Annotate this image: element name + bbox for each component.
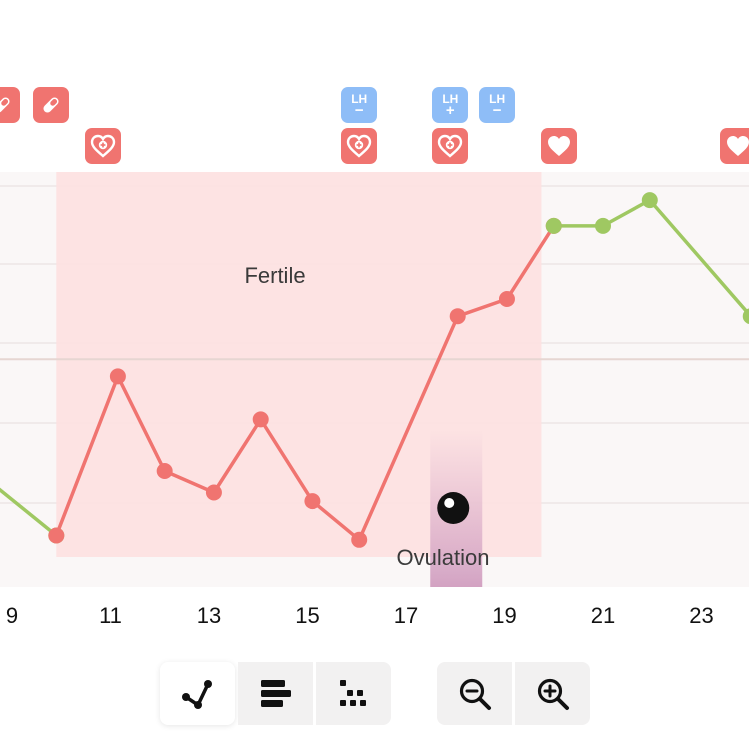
bar-view-button[interactable] [238,662,313,725]
heart-marker[interactable] [720,128,749,164]
x-tick-label: 19 [492,603,516,628]
dots-grid-icon [339,679,366,706]
heart-cross-icon [438,134,463,158]
data-point[interactable] [449,308,466,325]
data-point[interactable] [48,527,65,544]
data-point[interactable] [595,217,611,234]
series-line [553,198,749,317]
x-tick-label: 17 [394,603,418,628]
lh-result-sign: − [354,101,364,119]
data-point[interactable] [641,192,658,209]
data-point[interactable] [351,531,368,548]
data-point[interactable] [304,493,321,510]
zoom-in-icon [537,678,569,710]
data-point[interactable] [545,217,562,234]
pill-marker[interactable] [33,87,70,123]
dot-view-button[interactable] [316,662,391,725]
data-point[interactable] [109,368,126,385]
fertile-label: Fertile [244,263,305,288]
x-tick-label: 13 [197,603,221,628]
data-point[interactable] [252,411,269,428]
lh-result-sign: + [445,101,455,119]
lh-text: LH [351,91,368,106]
ovulation-label: Ovulation [397,545,490,570]
data-point[interactable] [742,308,749,325]
zoom-group [437,662,590,725]
heart-marker[interactable] [540,128,577,164]
series-line [54,224,556,542]
bars-icon [260,679,291,707]
line-view-button[interactable] [160,662,235,725]
zoom-in-button[interactable] [515,662,590,725]
temperature-series [0,192,749,548]
pill-icon [43,97,59,113]
x-tick-label: 11 [99,603,122,628]
x-tick-label: 23 [689,603,713,628]
x-tick-label: 9 [6,603,18,628]
pill-icon [0,97,10,113]
view-toggle-group [160,662,391,725]
zoom-out-icon [459,678,491,710]
pill-marker[interactable] [0,87,21,123]
x-tick-label: 21 [591,603,615,628]
heart-cross-icon [347,134,372,158]
zoom-out-button[interactable] [437,662,512,725]
line-chart-icon [181,679,212,709]
lh-result-sign: − [492,101,502,119]
data-point[interactable] [156,463,173,479]
heart-cross-icon [90,134,116,158]
series-line [0,487,58,537]
heart-icon [547,136,570,156]
x-axis-ticks: 9 11 13 15 17 19 21 23 [6,603,714,628]
heart-outline-marker[interactable] [432,128,469,164]
temperature-chart: Fertile Ovulation 9 11 13 15 17 19 21 23 [0,172,749,628]
x-tick-label: 15 [295,603,319,628]
lh-marker[interactable]: LH − [479,87,516,123]
data-point[interactable] [498,291,515,307]
lh-text: LH [442,91,459,106]
lh-text: LH [489,91,506,106]
lh-marker[interactable]: LH + [432,87,469,123]
heart-outline-marker[interactable] [85,128,122,164]
lh-marker[interactable]: LH − [341,87,378,123]
heart-outline-marker[interactable] [341,128,378,164]
data-point[interactable] [205,484,222,501]
ovulation-egg-icon [437,492,470,524]
heart-icon [727,136,749,156]
